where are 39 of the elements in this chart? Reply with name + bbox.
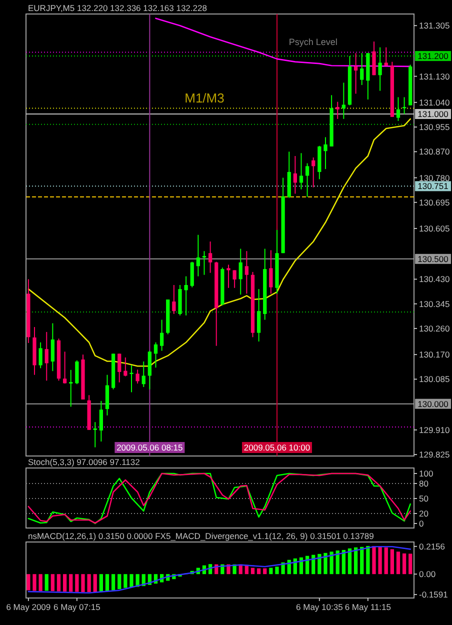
annotation: M1/M3 xyxy=(184,90,224,106)
chart-title: EURJPY,M5 132.220 132.336 132.163 132.228 xyxy=(28,3,208,13)
ref-line-label: 130.751 xyxy=(418,181,449,192)
y-tick-label: 130.695 xyxy=(419,197,450,208)
y-tick-label: 131.305 xyxy=(419,20,450,31)
x-tick-label: 6 May 11:15 xyxy=(344,602,392,612)
y-tick-label: 130.870 xyxy=(419,146,450,157)
ref-line-label: 2009.05.06 08:15 xyxy=(116,442,184,452)
y-tick-label: 131.040 xyxy=(419,97,450,108)
y-tick-label: 130.170 xyxy=(419,350,450,360)
y-tick-label: 130.085 xyxy=(419,374,450,384)
annotation: Psych Level xyxy=(288,36,338,47)
chart-title: nsMACD(12,26,1) 0.3150 0.0000 FX5_MACD_Divergence_v1.1(12, 26, 9) 0.31501 0.13789 xyxy=(28,531,374,541)
y-tick-label: 0.00 xyxy=(419,569,436,580)
y-tick-label: 0.2156 xyxy=(419,541,446,552)
x-tick-label: 6 May 10:35 xyxy=(296,602,344,612)
ref-line-label: 130.500 xyxy=(418,254,449,264)
y-tick-label: 131.130 xyxy=(419,71,450,82)
ref-line-label: 131.000 xyxy=(418,108,449,119)
y-tick-label: 130.430 xyxy=(419,274,450,284)
y-tick-label: 80 xyxy=(419,478,429,488)
y-tick-label: 129.825 xyxy=(419,450,450,460)
chart-title: Stoch(5,3,3) 97.0096 97.1132 xyxy=(28,457,140,467)
y-tick-label: 0 xyxy=(419,518,424,528)
y-tick-label: 130.260 xyxy=(419,323,450,334)
y-tick-label: 130.780 xyxy=(419,172,450,183)
y-tick-label: 130.955 xyxy=(419,122,450,132)
y-tick-label: 129.910 xyxy=(419,424,450,435)
ref-line-label: 2009.05.06 10:00 xyxy=(244,442,310,452)
ref-line-label: 131.200 xyxy=(418,51,449,62)
x-tick-label: 6 May 07:15 xyxy=(54,602,101,612)
y-tick-label: -0.1591 xyxy=(419,590,448,600)
y-tick-label: 130.345 xyxy=(419,298,450,309)
y-tick-label: 130.605 xyxy=(419,223,450,234)
x-tick-label: 6 May 2009 xyxy=(6,602,51,612)
y-tick-label: 20 xyxy=(419,508,429,518)
y-tick-label: 100 xyxy=(419,468,434,478)
y-tick-label: 50 xyxy=(419,494,429,504)
ref-line-label: 130.000 xyxy=(418,398,449,409)
